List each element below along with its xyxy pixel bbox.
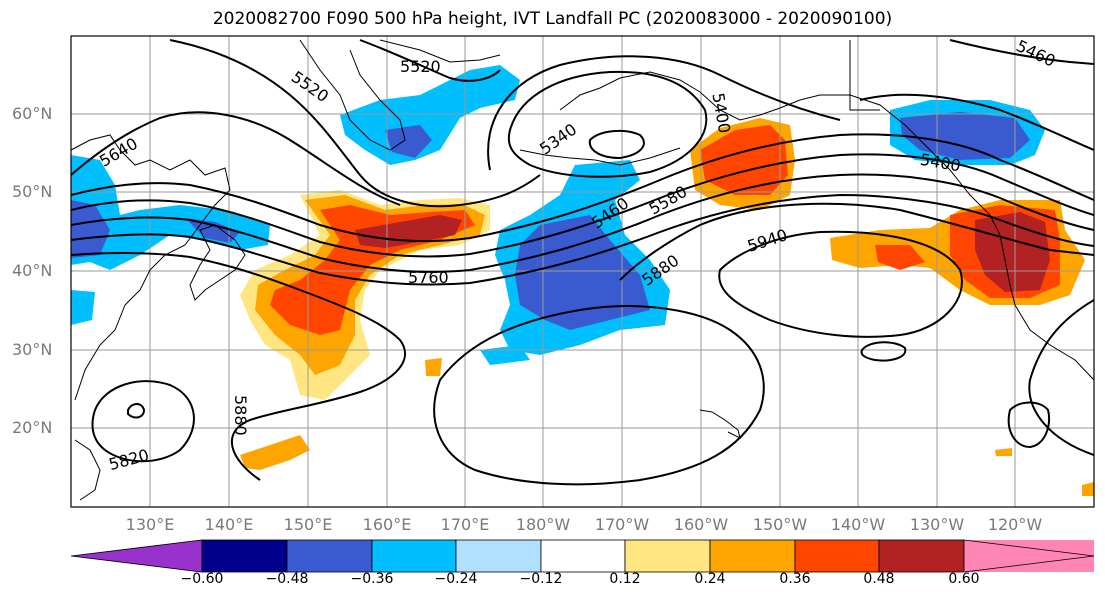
shade-pos-small1 [240,435,310,470]
shade-pos-west-max [975,212,1050,292]
coast-japan [189,224,246,301]
lon-label: 130°E [125,515,175,534]
lat-label: 20°N [12,418,53,437]
colorbar-bin [286,539,373,573]
coast-canada-border [849,40,880,111]
shade-neg-japan-core2 [185,218,240,243]
contour-label: 5880 [231,395,250,436]
contour-south-loop [433,305,765,486]
gridlines [71,36,1094,507]
contour-5400 [507,70,708,178]
lon-label: 140°E [204,515,254,534]
colorbar-bin [624,539,711,573]
colorbar-bin [709,539,796,573]
contour-5760 [71,193,1094,286]
contour-5820 [91,380,195,463]
colorbar-bin [201,539,288,573]
colorbar-tick-label: −0.24 [434,571,478,587]
lon-label: 140°W [830,515,886,534]
contour-jet-3 [71,173,1094,273]
colorbar-extend-right [963,539,1095,573]
lon-label: 170°E [440,515,490,534]
lat-label: 40°N [12,261,53,280]
colorbar-tick-label: 0.36 [779,571,811,587]
lon-label: 170°W [594,515,650,534]
contour-label: 5760 [408,268,449,287]
contour-label: 5520 [400,57,441,76]
shade-neg-bering [340,65,520,165]
coast-kamchatka [299,39,406,151]
shade-pos-dots2 [1082,482,1094,496]
coast-asia [71,134,231,401]
shade-neg-alaska-core [900,112,1030,160]
lat-label: 60°N [12,104,53,123]
shade-neg-japan [71,155,270,270]
colorbar-bin [455,539,542,573]
colorbar-bin [794,539,880,573]
lat-label: 30°N [12,340,53,359]
colorbar-tick-label: 0.48 [863,571,895,587]
shade-neg-bering-core [385,125,432,158]
lon-label: 150°E [283,515,333,534]
contour-5880 [71,251,406,481]
lon-label: 120°W [987,515,1043,534]
colorbar-bin [878,539,965,573]
contour-5460 [487,55,841,171]
shade-pos-west-strong [875,245,925,270]
contour-5880-b [619,202,1094,281]
contour-5820-inner [127,403,146,419]
lon-label: 160°E [362,515,412,534]
lon-label: 130°W [909,515,965,534]
coast-hawaii [699,409,741,439]
colorbar-extend-left [70,539,203,573]
contour-5580-upper [859,93,1094,151]
plot-title: 2020082700 F090 500 hPa height, IVT Land… [212,9,893,29]
contour-5640 [71,111,401,206]
shade-neg-small [71,290,95,325]
colorbar-tick-label: −0.12 [519,571,563,587]
height-contours [71,39,1094,486]
lon-label: 160°W [673,515,729,534]
colorbar-tick-label: −0.48 [265,571,309,587]
shade-pos-small2 [425,358,442,376]
colorbar-tick-label: 0.60 [948,571,980,587]
contour-small-1 [860,341,907,362]
shade-neg-japan-core [71,200,110,258]
coast-alaska [559,71,1094,381]
contour-se-1 [1028,299,1094,456]
shade-neg-central-core [515,215,650,330]
coast-siberia [379,39,501,63]
shade-pos-nw-max [355,215,462,248]
shade-pos-dots [995,448,1012,456]
coast-aleutians [519,147,681,166]
contour-jet-1 [71,133,1094,243]
colorbar-tick-label: 0.24 [694,571,726,587]
contour-5520-a [169,39,541,208]
coastlines [71,39,1094,501]
contour-5520-b [359,39,501,82]
contour-small-2 [1007,401,1050,449]
lat-label: 50°N [12,182,53,201]
colorbar-bin [371,539,457,573]
colorbar [70,539,1095,573]
map-frame [70,35,1095,508]
contour-jet-2 [71,153,1094,258]
colorbar-tick-label: 0.12 [609,571,641,587]
contour-5460-right [949,39,1094,65]
contour-5940 [718,230,963,338]
lon-label: 180°W [515,515,571,534]
colorbar-tick-label: −0.36 [350,571,394,587]
colorbar-tick-label: −0.60 [180,571,224,587]
lon-label: 150°W [752,515,808,534]
coast-philippines [74,439,101,501]
contour-5340 [588,129,645,160]
colorbar-bin [540,539,626,573]
